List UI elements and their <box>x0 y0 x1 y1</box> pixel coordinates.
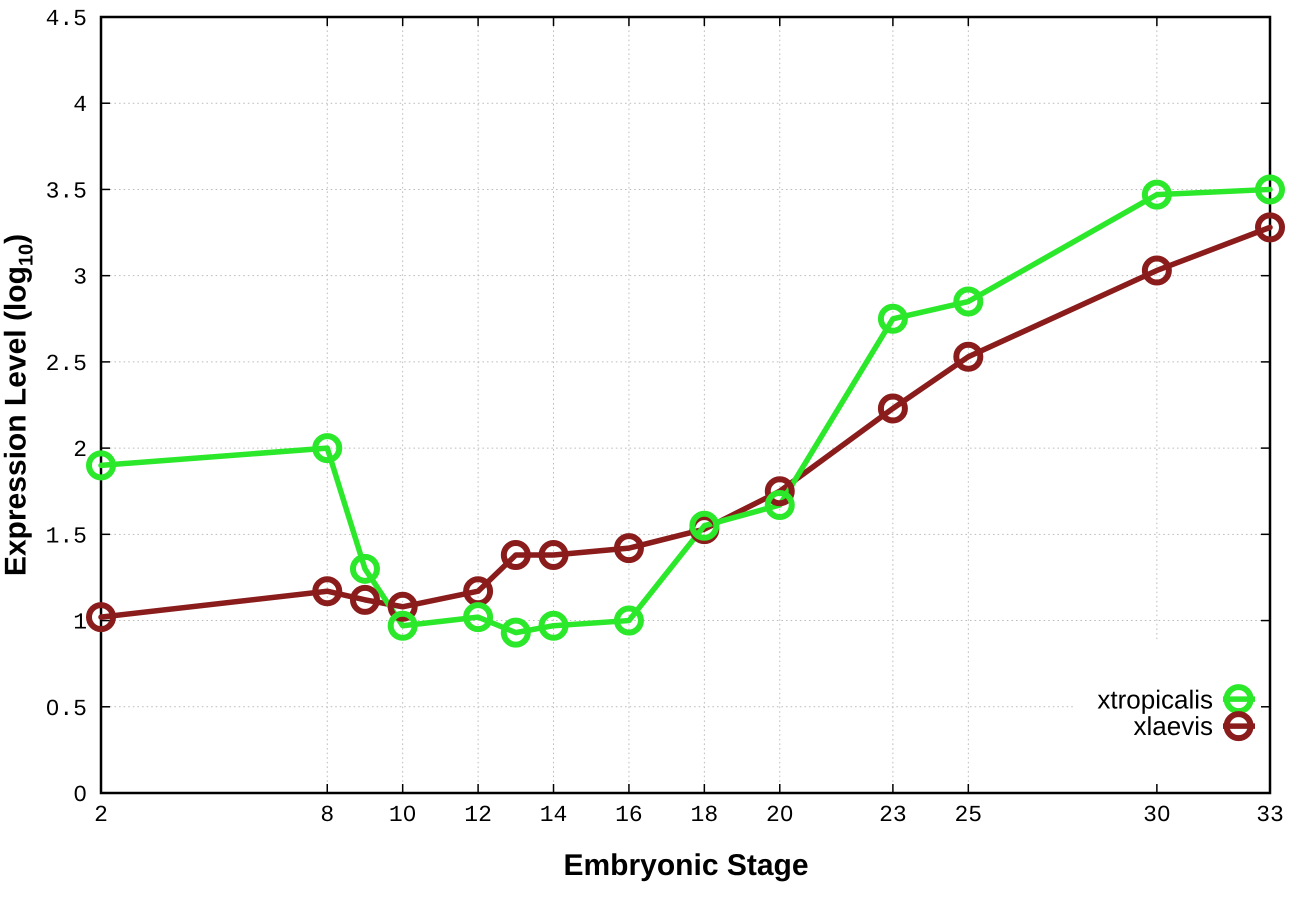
svg-text:2.5: 2.5 <box>46 351 87 377</box>
svg-text:12: 12 <box>464 802 492 828</box>
svg-text:3: 3 <box>73 265 87 291</box>
svg-text:2: 2 <box>94 802 108 828</box>
svg-text:4: 4 <box>73 92 87 118</box>
svg-text:18: 18 <box>691 802 719 828</box>
svg-text:25: 25 <box>955 802 983 828</box>
svg-text:30: 30 <box>1143 802 1171 828</box>
svg-text:20: 20 <box>766 802 794 828</box>
svg-text:23: 23 <box>879 802 907 828</box>
svg-text:8: 8 <box>320 802 334 828</box>
svg-text:1: 1 <box>73 610 87 636</box>
svg-text:33: 33 <box>1256 802 1284 828</box>
svg-text:16: 16 <box>615 802 643 828</box>
svg-text:3.5: 3.5 <box>46 178 87 204</box>
svg-text:2: 2 <box>73 437 87 463</box>
svg-text:14: 14 <box>540 802 568 828</box>
svg-text:4.5: 4.5 <box>46 6 87 32</box>
svg-text:1.5: 1.5 <box>46 523 87 549</box>
svg-text:10: 10 <box>389 802 417 828</box>
